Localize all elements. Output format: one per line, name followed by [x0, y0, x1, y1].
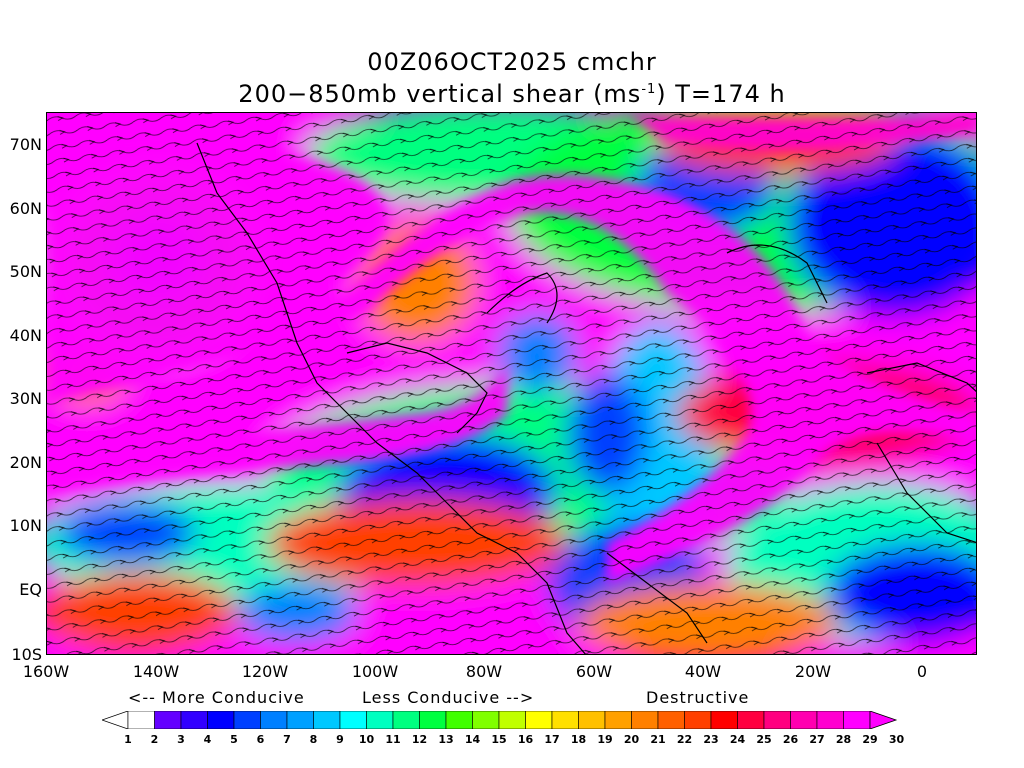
colorbar-tick-label: 5 — [230, 733, 238, 746]
colorbar-tick-label: 28 — [835, 733, 852, 746]
colorbar-tick-label: 15 — [491, 733, 507, 746]
lon-tick-label: 80W — [465, 662, 503, 681]
lat-tick-label: 30N — [9, 389, 42, 408]
colorbar-cell — [180, 711, 208, 729]
colorbar-tick-label: 22 — [676, 733, 693, 746]
colorbar-cell — [816, 711, 844, 729]
shear-map — [46, 112, 977, 655]
colorbar-tick-label: 10 — [358, 733, 375, 746]
colorbar-cell — [445, 711, 473, 729]
colorbar-high-arrow — [869, 711, 898, 729]
colorbar-tick-label: 30 — [888, 733, 905, 746]
lat-tick-label: 60N — [9, 199, 42, 218]
map-title: 00Z06OCT2025 cmchr — [367, 48, 657, 76]
colorbar-tick-label: 24 — [729, 733, 746, 746]
colorbar-tick-label: 17 — [544, 733, 560, 746]
lon-tick-label: 0 — [916, 662, 928, 681]
colorbar-tick-label: 19 — [597, 733, 613, 746]
colorbar-tick-label: 6 — [256, 733, 265, 746]
colorbar-tick-label: 21 — [650, 733, 666, 746]
colorbar-tick-label: 14 — [464, 733, 481, 746]
colorbar-cell — [551, 711, 579, 729]
lat-tick-label: 50N — [9, 262, 42, 281]
colorbar-cell — [339, 711, 367, 729]
colorbar-cell — [233, 711, 261, 729]
colorbar-tick-label: 20 — [623, 733, 640, 746]
colorbar-cell — [313, 711, 341, 729]
colorbar-cell — [657, 711, 685, 729]
colorbar-cell — [604, 711, 632, 729]
lon-tick-label: 60W — [575, 662, 613, 681]
colorbar-cell — [737, 711, 765, 729]
colorbar-low-arrow — [102, 711, 129, 729]
streamlines — [47, 113, 976, 654]
colorbar-cell — [498, 711, 526, 729]
colorbar-cell — [578, 711, 606, 729]
colorbar-cell — [127, 711, 155, 729]
colorbar-cell — [392, 711, 420, 729]
colorbar-tick-label: 23 — [703, 733, 719, 746]
colorbar-cell — [366, 711, 394, 729]
unit-exponent: -1 — [641, 82, 657, 97]
colorbar-cell — [525, 711, 553, 729]
colorbar-tick-label: 11 — [385, 733, 401, 746]
coastlines — [196, 142, 976, 654]
colorbar-tick-label: 25 — [756, 733, 772, 746]
colorbar-tick-label: 8 — [309, 733, 318, 746]
colorbar-cell — [154, 711, 182, 729]
colorbar-cell — [260, 711, 288, 729]
colorbar-tick-label: 2 — [150, 733, 159, 746]
more-conducive-label: <-- More Conducive — [128, 688, 305, 707]
lat-tick-label: 10S — [11, 645, 42, 664]
colorbar-tick-label: 26 — [782, 733, 799, 746]
colorbar-tick-label: 9 — [336, 733, 344, 746]
lon-tick-label: 20W — [794, 662, 832, 681]
colorbar-tick-label: 4 — [203, 733, 212, 746]
colorbar-tick-label: 16 — [517, 733, 534, 746]
colorbar-cell — [286, 711, 314, 729]
colorbar-cell — [472, 711, 500, 729]
lon-tick-label: 100W — [351, 662, 399, 681]
lon-tick-label: 120W — [241, 662, 289, 681]
lat-tick-label: EQ — [19, 580, 42, 599]
colorbar-tick-label: 13 — [438, 733, 454, 746]
map-subtitle: 200−850mb vertical shear (ms-1) T=174 h — [0, 76, 1024, 108]
shear-map-canvas — [47, 113, 976, 654]
colorbar — [102, 711, 898, 729]
lat-tick-label: 10N — [9, 516, 42, 535]
destructive-label: Destructive — [646, 688, 750, 707]
lon-tick-label: 140W — [132, 662, 180, 681]
colorbar-tick-label: 1 — [124, 733, 132, 746]
subtitle-main-text: 200−850mb vertical shear (ms — [238, 80, 642, 108]
colorbar-cell — [631, 711, 659, 729]
lat-tick-label: 40N — [9, 326, 42, 345]
colorbar-cell — [710, 711, 738, 729]
colorbar-cell — [763, 711, 791, 729]
lat-tick-label: 70N — [9, 135, 42, 154]
colorbar-cell — [419, 711, 447, 729]
colorbar-tick-label: 12 — [411, 733, 428, 746]
colorbar-cell — [843, 711, 871, 729]
colorbar-cell — [684, 711, 712, 729]
lon-tick-label: 40W — [684, 662, 722, 681]
colorbar-cell — [207, 711, 235, 729]
lat-tick-label: 20N — [9, 453, 42, 472]
colorbar-tick-label: 7 — [283, 733, 291, 746]
colorbar-tick-label: 27 — [809, 733, 825, 746]
subtitle-time-text: ) T=174 h — [656, 80, 786, 108]
less-conducive-label: Less Conducive --> — [362, 688, 535, 707]
colorbar-tick-label: 3 — [177, 733, 185, 746]
colorbar-tick-label: 29 — [862, 733, 878, 746]
colorbar-cell — [790, 711, 818, 729]
lon-tick-label: 160W — [22, 662, 70, 681]
colorbar-tick-label: 18 — [570, 733, 587, 746]
